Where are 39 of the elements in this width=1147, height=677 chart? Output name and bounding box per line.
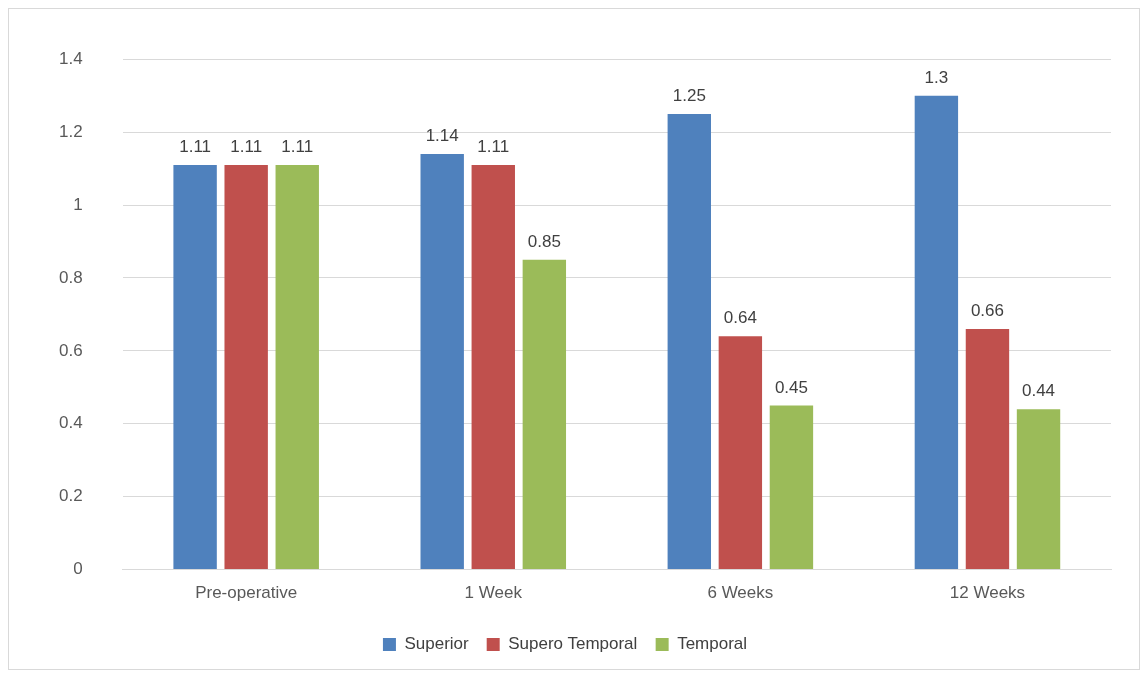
data-label: 1.11 [477, 137, 510, 157]
bar [769, 405, 814, 570]
data-label: 1.25 [672, 86, 706, 106]
data-label: 1.11 [230, 137, 263, 157]
data-label: 1.11 [179, 137, 212, 157]
bar [224, 164, 268, 570]
data-label: 0.44 [1021, 381, 1056, 401]
y-tick-label: 1 [73, 194, 83, 214]
x-tick-label: 1 Week [464, 583, 523, 603]
y-tick-label: 0.6 [58, 340, 83, 360]
bar [667, 113, 711, 570]
y-tick-label: 0.8 [58, 267, 83, 287]
data-label: 1.3 [924, 67, 949, 87]
legend-label: Supero Temporal [508, 634, 638, 654]
y-tick-label: 0 [73, 559, 83, 579]
y-tick-label: 0.4 [58, 413, 83, 433]
data-label: 0.45 [774, 377, 808, 397]
bar [1016, 409, 1061, 570]
bar [471, 164, 515, 570]
legend-label: Superior [404, 634, 470, 654]
data-label: 1.14 [425, 126, 459, 146]
y-tick-label: 1.4 [58, 48, 83, 68]
data-label: 0.66 [970, 301, 1004, 321]
bar [718, 336, 763, 570]
x-tick-label: 6 Weeks [707, 583, 774, 603]
bar [275, 164, 319, 570]
bar [522, 259, 567, 570]
data-label: 0.85 [527, 231, 561, 251]
y-tick-label: 1.2 [58, 121, 83, 141]
y-tick-label: 0.2 [58, 486, 83, 506]
data-label: 0.64 [723, 308, 757, 328]
bar [914, 95, 959, 570]
x-tick-label: 12 Weeks [949, 583, 1026, 603]
x-tick-label: Pre-operative [195, 583, 298, 603]
legend-label: Temporal [677, 634, 748, 654]
bar [420, 153, 464, 570]
bar [965, 328, 1010, 570]
bar [173, 164, 217, 570]
data-label: 1.11 [281, 137, 314, 157]
